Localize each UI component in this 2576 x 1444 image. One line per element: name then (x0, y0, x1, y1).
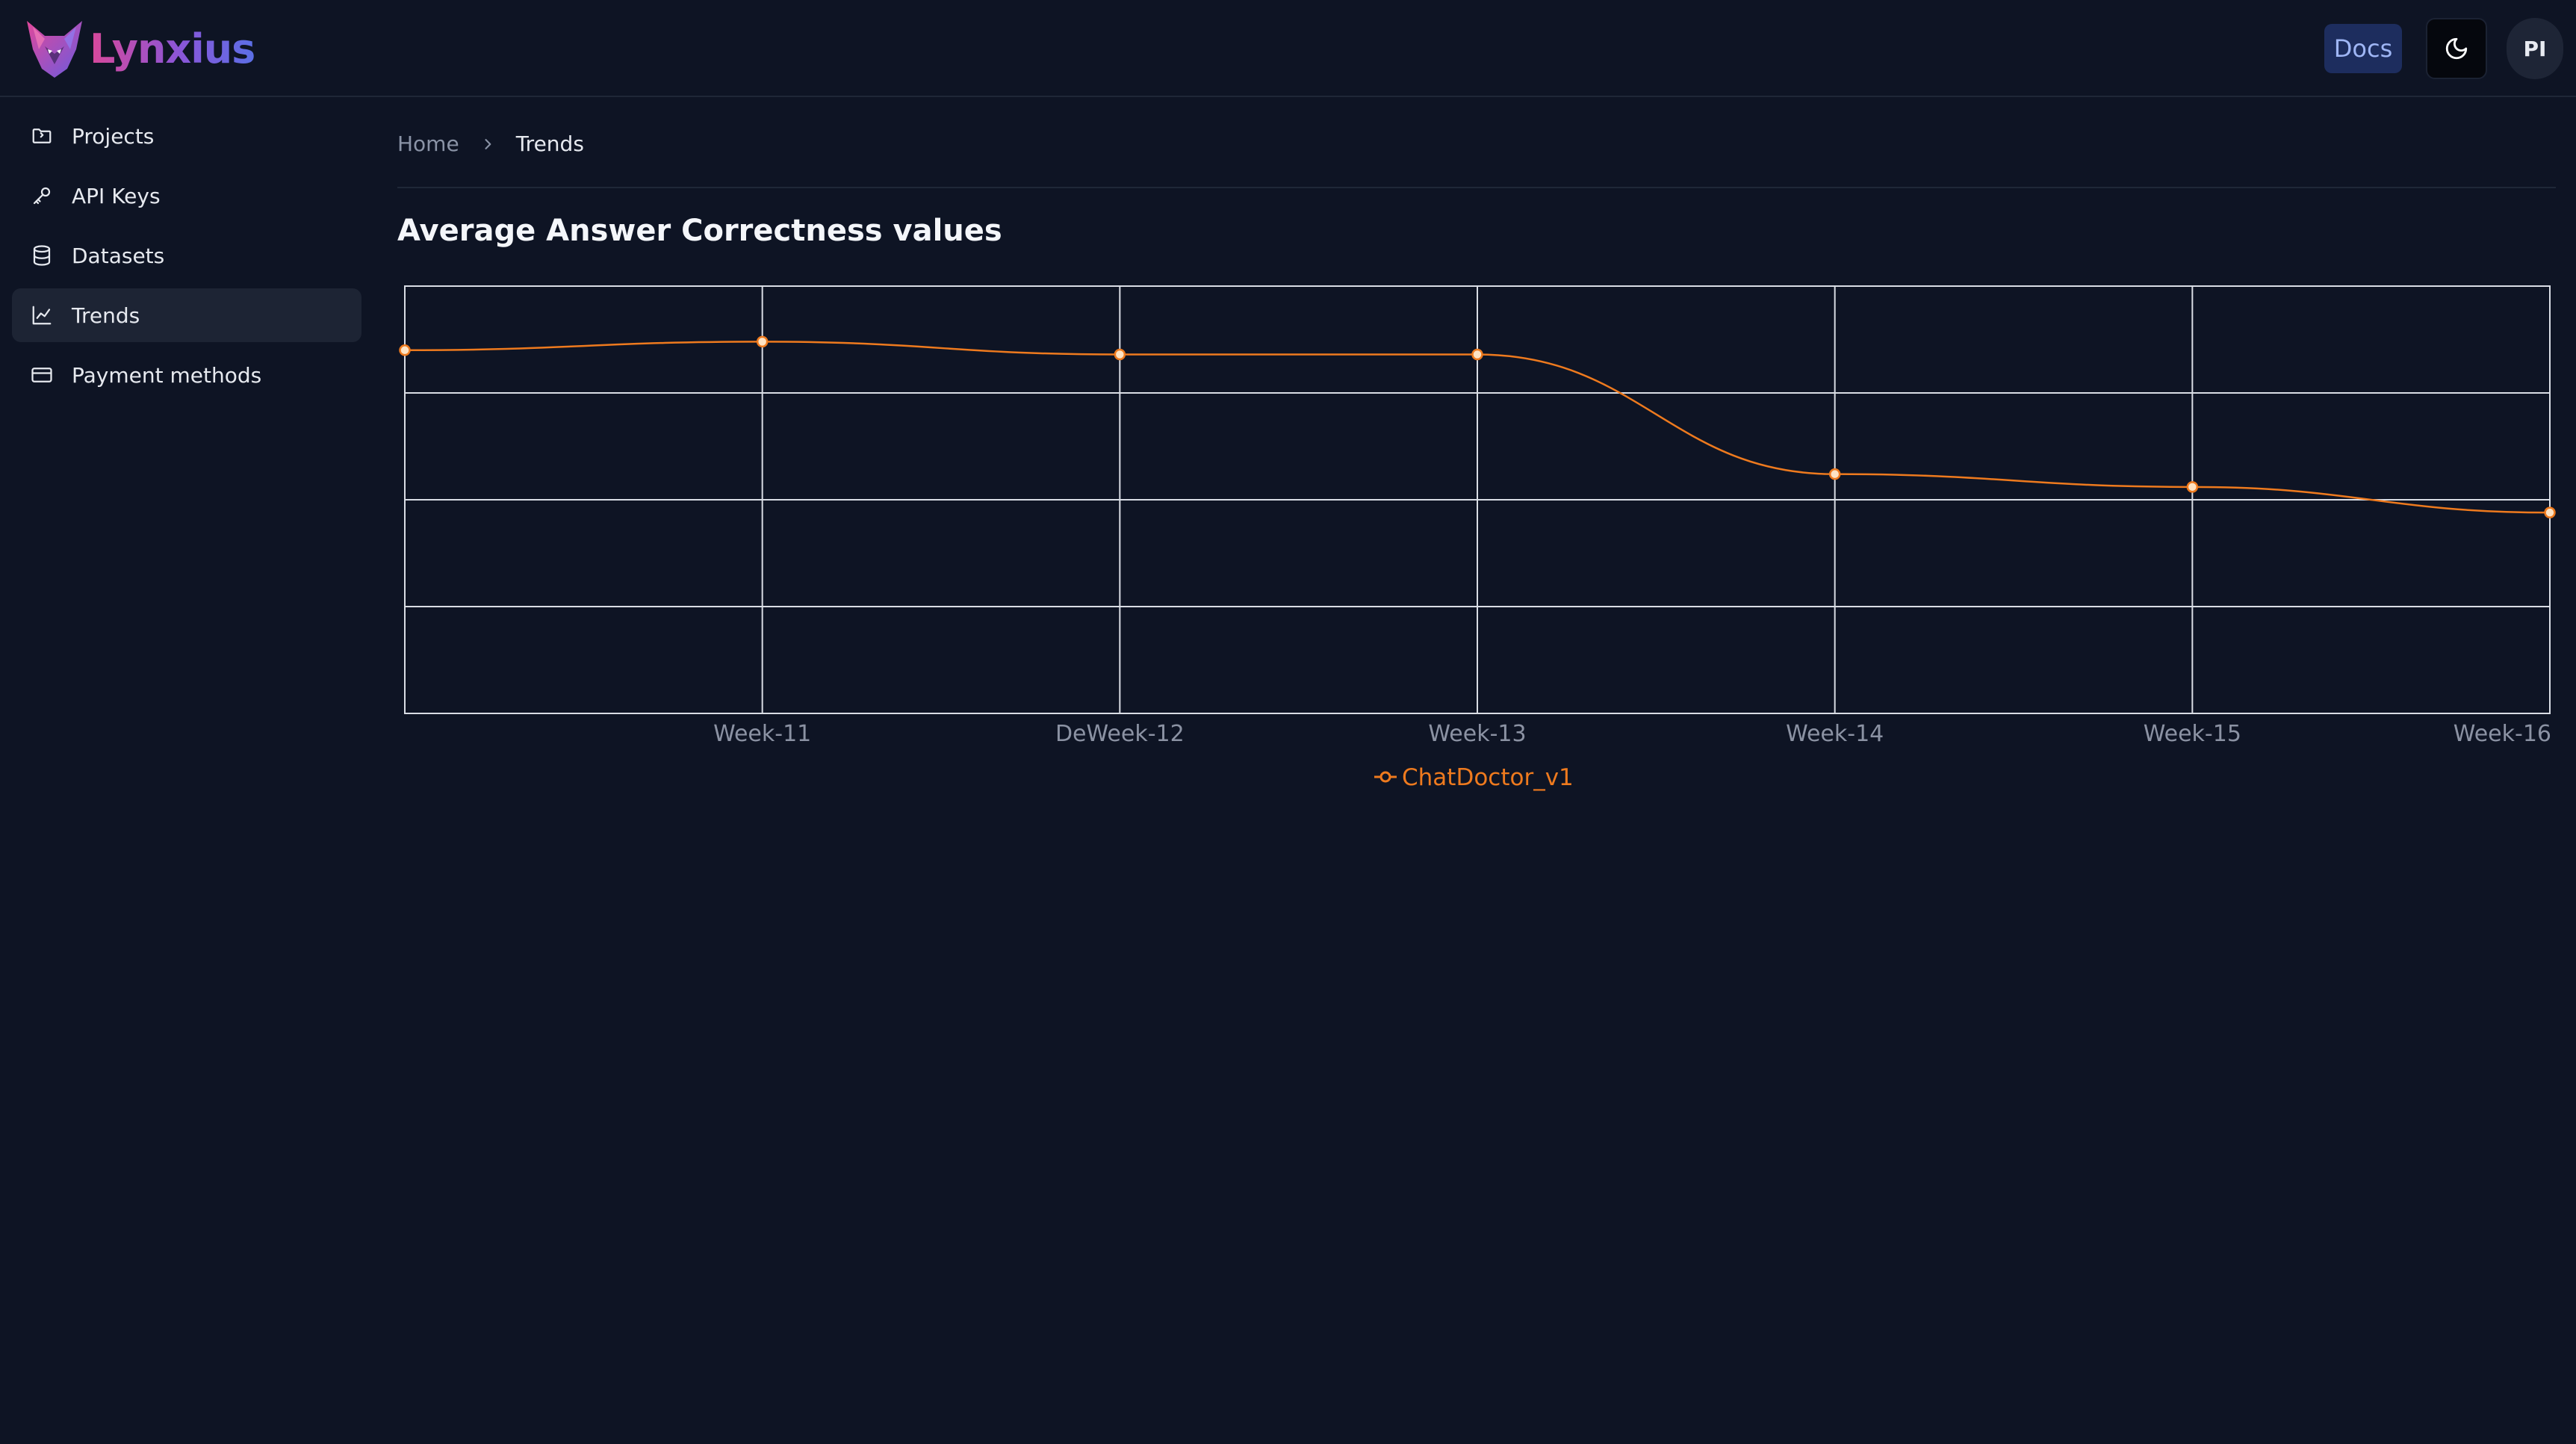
data-point (2186, 481, 2199, 493)
sidebar-item-label: Payment methods (72, 362, 262, 388)
moon-icon (2445, 37, 2468, 60)
folder-icon (30, 124, 54, 148)
sidebar-item-datasets[interactable]: Datasets (12, 229, 361, 282)
lynx-logo-icon (27, 21, 82, 78)
sidebar-item-trends[interactable]: Trends (12, 288, 361, 342)
sidebar-item-label: Trends (72, 303, 140, 328)
sidebar-item-label: API Keys (72, 183, 161, 208)
database-icon (30, 244, 54, 267)
page-title: Average Answer Correctness values (397, 214, 1002, 248)
breadcrumb-home-link[interactable]: Home (397, 131, 459, 156)
x-tick-label: Week-13 (1428, 721, 1526, 747)
sidebar: Projects API Keys Datasets (12, 109, 361, 408)
sidebar-item-api-keys[interactable]: API Keys (12, 169, 361, 223)
sidebar-item-label: Projects (72, 123, 155, 149)
data-point (2544, 506, 2556, 518)
chevron-right-icon (480, 137, 495, 152)
data-point (756, 335, 769, 348)
data-point (1114, 348, 1126, 361)
sidebar-item-projects[interactable]: Projects (12, 109, 361, 163)
x-tick-label: DeWeek-12 (1055, 721, 1185, 747)
data-point (1828, 468, 1841, 480)
x-tick-label: Week-16 (2454, 721, 2551, 747)
sidebar-item-payment-methods[interactable]: Payment methods (12, 348, 361, 402)
data-point (399, 344, 411, 356)
credit-card-icon (30, 363, 54, 387)
x-tick-label: Week-11 (713, 721, 811, 747)
x-tick-label: Week-15 (2144, 721, 2241, 747)
breadcrumb: Home Trends (397, 131, 584, 156)
legend-point-marker (1379, 771, 1391, 783)
breadcrumb-current: Trends (515, 131, 584, 156)
line-chart-icon (30, 303, 54, 327)
header-divider (397, 187, 2556, 188)
legend-label: ChatDoctor_v1 (1402, 764, 1574, 791)
top-header: Lynxius Docs PI (0, 0, 2576, 97)
docs-button[interactable]: Docs (2324, 24, 2402, 73)
x-tick-label: Week-14 (1786, 721, 1884, 747)
app-name: Lynxius (90, 25, 255, 72)
data-point (1471, 348, 1483, 361)
theme-toggle-button[interactable] (2426, 18, 2487, 79)
sidebar-item-label: Datasets (72, 243, 165, 268)
user-avatar[interactable]: PI (2507, 18, 2563, 79)
key-icon (30, 184, 54, 208)
app-logo[interactable]: Lynxius (22, 16, 255, 81)
